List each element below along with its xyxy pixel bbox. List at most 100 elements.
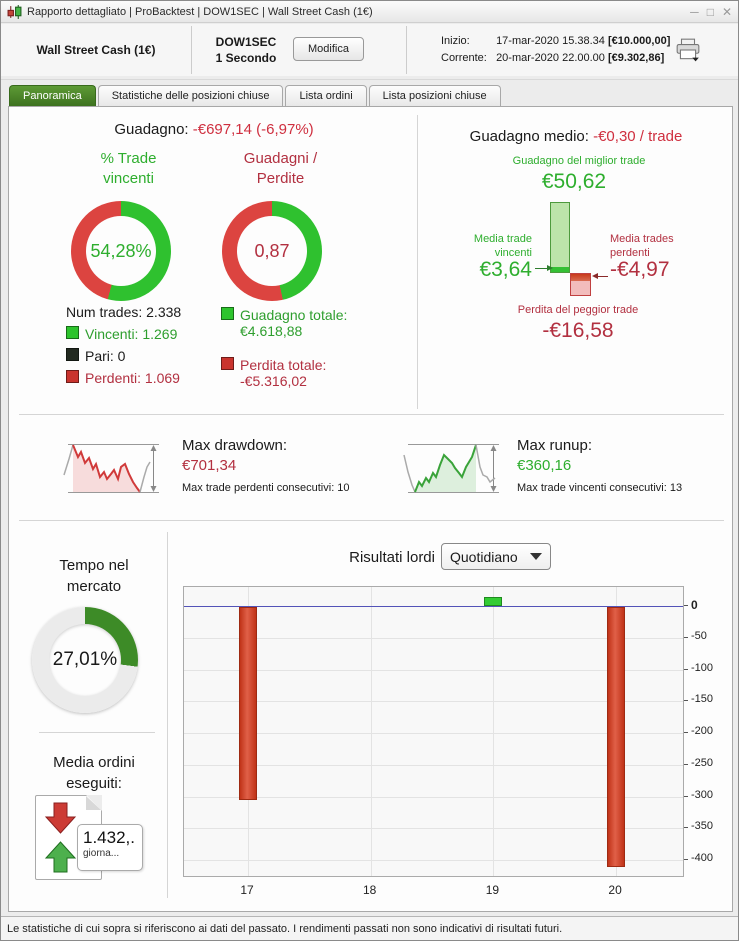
period-selected-value: Quotidiano xyxy=(450,548,518,565)
up-down-arrows-icon xyxy=(44,802,77,873)
start-datetime: 17-mar-2020 15.38.34 xyxy=(496,35,605,47)
x-axis-tick: 20 xyxy=(608,883,622,897)
bar-17 xyxy=(239,607,257,800)
avg-gain-headline: Guadagno medio: -€0,30 / trade xyxy=(421,128,731,145)
best-trade-label: Guadagno del miglior trade xyxy=(512,155,646,167)
tab-lista-posizioni-chiuse[interactable]: Lista posizioni chiuse xyxy=(368,85,501,107)
gain-value: -€697,14 (-6,97%) xyxy=(192,121,314,138)
minimize-icon[interactable]: ─ xyxy=(690,4,699,19)
plot-area xyxy=(183,586,684,877)
close-icon[interactable]: ✕ xyxy=(721,4,732,19)
legend-label: Perdenti: 1.069 xyxy=(85,370,180,386)
period-select[interactable]: Quotidiano xyxy=(441,543,551,570)
tab-statistiche-posizioni-chiuse[interactable]: Statistiche delle posizioni chiuse xyxy=(97,85,284,107)
header-divider xyxy=(191,26,192,74)
current-capital: [€9.302,86] xyxy=(607,52,665,64)
gross-results-chart: 0 -50 -100 -150 -200 -250 -300 -350 -400 17 18 19 20 xyxy=(183,586,728,898)
candlestick-chart-icon xyxy=(7,4,22,19)
avg-win-label: Media trade vincenti xyxy=(473,233,532,259)
current-datetime: 20-mar-2020 22.00.00 xyxy=(496,52,605,64)
report-header: Wall Street Cash (1€) DOW1SEC 1 Secondo … xyxy=(1,24,738,80)
title-bar[interactable]: Rapporto dettagliato | ProBacktest | DOW… xyxy=(1,1,738,23)
gain-headline: Guadagno: -€697,14 (-6,97%) xyxy=(9,121,419,138)
folded-corner-icon xyxy=(86,795,102,811)
gain-loss-ratio-title: Guadagni / Perdite xyxy=(243,150,318,187)
tab-panoramica[interactable]: Panoramica xyxy=(9,85,96,107)
green-square-icon xyxy=(66,326,79,339)
section-divider xyxy=(19,520,724,521)
worst-trade-label: Perdita del peggior trade xyxy=(517,304,639,316)
win-rate-donut-chart: 54,28% xyxy=(71,201,171,301)
session-dates: Inizio: 17-mar-2020 15.38.34 [€10.000,00… xyxy=(441,33,670,67)
y-axis-tick: -100 xyxy=(691,661,714,674)
total-gain-label: Guadagno totale: €4.618,88 xyxy=(240,307,348,339)
best-trade-value: €50,62 xyxy=(541,170,607,193)
instrument-timeframe: DOW1SEC 1 Secondo xyxy=(215,34,277,65)
y-axis-tick: -150 xyxy=(691,693,714,706)
start-capital: [€10.000,00] xyxy=(607,35,671,47)
y-axis-tick: -400 xyxy=(691,852,714,865)
max-drawdown-value: €701,34 xyxy=(182,457,237,474)
avg-win-band xyxy=(551,267,569,272)
current-label: Corrente: xyxy=(441,52,487,64)
maximize-icon[interactable]: □ xyxy=(706,4,714,19)
x-axis-tick: 18 xyxy=(363,883,377,897)
avg-loss-band xyxy=(571,274,590,281)
arrow-right-icon xyxy=(535,265,553,271)
max-consecutive-losses: Max trade perdenti consecutivi: 10 xyxy=(182,482,350,494)
status-bar: Le statistiche di cui sopra si riferisco… xyxy=(1,916,738,940)
section-divider xyxy=(167,532,168,898)
green-square-icon xyxy=(221,307,234,320)
red-square-icon xyxy=(66,370,79,383)
tab-lista-ordini[interactable]: Lista ordini xyxy=(285,85,367,107)
x-axis-tick: 17 xyxy=(240,883,254,897)
legend-item-even: Pari: 0 xyxy=(66,348,236,364)
avg-orders-unit: giorna... xyxy=(83,848,120,859)
avg-orders-badge: 1.432,. giorna... xyxy=(77,824,143,871)
win-rate-value: 54,28% xyxy=(90,240,152,261)
bar-20 xyxy=(607,607,626,868)
y-axis-tick: -250 xyxy=(691,756,714,769)
avg-gain-value: -€0,30 / trade xyxy=(593,128,683,145)
section-divider xyxy=(39,732,155,733)
gain-loss-donut-chart: 0,87 xyxy=(222,201,322,301)
avg-gain-label: Guadagno medio: xyxy=(469,128,589,145)
avg-win-value: €3,64 xyxy=(479,258,532,281)
total-loss-item: Perdita totale: -€5.316,02 xyxy=(221,357,411,389)
max-runup-label: Max runup: xyxy=(517,437,593,454)
arrow-left-icon xyxy=(592,273,608,279)
modify-button[interactable]: Modifica xyxy=(293,37,364,61)
printer-icon[interactable] xyxy=(675,38,701,62)
tab-bar: Panoramica Statistiche delle posizioni c… xyxy=(9,85,501,107)
start-label: Inizio: xyxy=(441,35,470,47)
overview-panel: Guadagno: -€697,14 (-6,97%) % Trade vinc… xyxy=(8,106,733,912)
drawdown-sparkline-icon xyxy=(62,437,167,500)
header-divider xyxy=(406,26,407,74)
y-axis-tick: -200 xyxy=(691,725,714,738)
legend-item-losing: Perdenti: 1.069 xyxy=(66,370,236,386)
bar-19 xyxy=(484,596,503,607)
legend-label: Vincenti: 1.269 xyxy=(85,326,178,342)
time-in-market-value: 27,01% xyxy=(52,649,118,670)
worst-trade-bar xyxy=(570,273,591,296)
total-loss-label: Perdita totale: -€5.316,02 xyxy=(240,357,327,389)
system-name: Wall Street Cash (1€) xyxy=(36,43,156,57)
legend-item-winning: Vincenti: 1.269 xyxy=(66,326,236,342)
max-consecutive-wins: Max trade vincenti consecutivi: 13 xyxy=(517,482,683,494)
y-axis-tick: -300 xyxy=(691,788,714,801)
gain-loss-ratio-value: 0,87 xyxy=(254,240,290,261)
worst-trade-value: -€16,58 xyxy=(542,319,614,342)
num-trades: Num trades: 2.338 xyxy=(66,304,182,320)
window-title: Rapporto dettagliato | ProBacktest | DOW… xyxy=(27,5,373,18)
red-square-icon xyxy=(221,357,234,370)
win-rate-title: % Trade vincenti xyxy=(100,150,157,187)
black-square-icon xyxy=(66,348,79,361)
legend-label: Pari: 0 xyxy=(85,348,126,364)
avg-orders-value: 1.432,. xyxy=(83,828,135,847)
gross-results-label: Risultati lordi xyxy=(349,549,435,566)
y-axis-tick: -350 xyxy=(691,820,714,833)
max-runup-value: €360,16 xyxy=(517,457,572,474)
time-in-market-donut-chart: 27,01% xyxy=(32,607,138,713)
avg-loss-value: -€4,97 xyxy=(610,258,670,281)
